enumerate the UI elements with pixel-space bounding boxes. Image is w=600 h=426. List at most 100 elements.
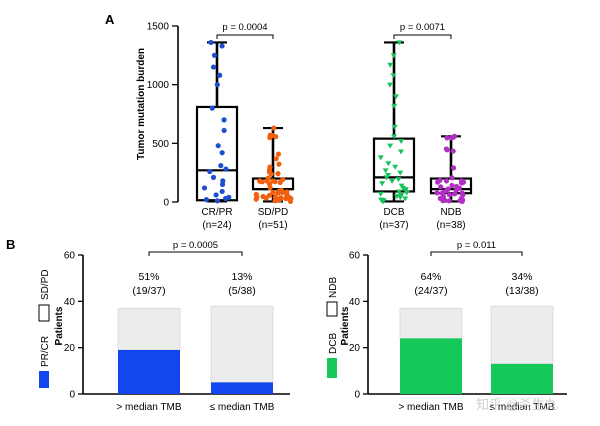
x-category-label: ≤ median TMB [210,402,275,413]
panel-a-y-tick-label: 1500 [147,22,170,33]
box [195,105,239,202]
data-point [387,62,394,68]
data-point [390,73,397,79]
data-point [450,134,456,140]
data-point [264,178,270,184]
bar-count-label: (5/38) [228,285,255,297]
data-point [396,40,403,46]
significance-bracket [430,251,523,256]
legend-ndb-swatch [326,301,338,317]
data-point [209,105,215,111]
bar-percent-label: 34% [511,271,532,283]
data-point [443,178,450,184]
data-point [457,197,463,204]
group-dcb: DCB (n=37) [372,40,416,231]
bar-group: 34% (13/38) ≤ median TMB [490,271,555,413]
data-point [271,125,277,131]
data-point [389,178,396,184]
bar-segment-dcb [400,338,462,394]
category-label: NDB [440,207,461,218]
p-value-label: p = 0.0004 [222,22,267,33]
watermark: 知乎 @杀生丸 [476,397,558,412]
category-label: CR/PR [201,207,232,218]
data-point [223,195,229,202]
bar-count-label: (24/37) [414,285,447,297]
data-point [275,190,281,196]
data-point [211,52,218,58]
legend-dcb-label: DCB [328,333,339,354]
data-point [398,138,405,144]
panel-a-y-tick-label: 500 [152,139,169,150]
category-n-label: (n=51) [258,220,287,231]
panel-a: A Tumor mutation burden 0 500 1000 1500 CR/… [105,12,473,231]
data-point [450,165,457,171]
category-label: SD/PD [258,207,289,218]
data-point [269,132,275,138]
bar-segment-pr-cr [211,382,273,394]
legend-pr-cr-label: PR/CR [40,336,51,367]
y-tick-label: 0 [69,390,75,401]
panel-a-label: A [105,12,115,27]
y-tick-label: 60 [349,251,361,262]
data-point [445,186,451,192]
data-point [450,148,456,154]
legend-dcb-swatch [327,358,337,378]
data-point [397,195,404,201]
data-point [215,143,221,149]
data-point [214,198,220,204]
bar-percent-label: 51% [138,271,159,283]
data-point [392,94,399,100]
panel-b-label: B [6,237,15,252]
panel-b-left-legend: PR/CR SD/PD Patients [38,269,65,388]
data-point [444,135,450,141]
panel-b-left-y-axis-label: Patients [54,306,65,345]
y-tick-label: 60 [64,251,76,262]
data-point [446,198,452,204]
data-point [449,175,455,181]
category-n-label: (n=37) [379,220,408,231]
data-point [210,174,217,180]
data-point [391,103,398,109]
data-point [395,177,402,183]
bar-percent-label: 13% [231,271,252,283]
bar-count-label: (13/38) [505,285,538,297]
data-point [275,171,281,177]
p-value-label: p = 0.0071 [400,22,445,33]
data-point [386,82,393,88]
data-point [398,149,405,155]
data-point [288,195,294,202]
data-point [253,191,259,198]
bar-percent-label: 64% [420,271,441,283]
data-point [380,199,387,205]
legend-pr-cr-swatch [39,371,49,388]
bar-segment-sd-pd [210,305,274,383]
panel-b-right-comparison: p = 0.011 [430,240,523,256]
legend-ndb-label: NDB [328,277,339,298]
data-point [403,190,410,196]
data-point [377,155,384,161]
data-point [218,163,224,169]
significance-bracket [216,34,274,39]
data-point [283,195,289,201]
data-point [402,196,409,202]
data-point [387,143,394,149]
data-point [438,184,444,190]
panel-a-y-tick-label: 0 [163,198,169,209]
data-point [253,196,259,202]
data-point [390,53,397,59]
y-tick-label: 0 [354,390,360,401]
legend-sd-pd-swatch [38,304,50,322]
data-point [270,189,276,196]
panel-b-left: B PR/CR SD/PD Patients 0 20 40 60 51% (19/37… [6,237,290,413]
panel-b-right-legend: DCB NDB Patients [326,277,351,378]
data-point [267,164,273,170]
bar-count-label: (19/37) [132,285,165,297]
data-point [444,147,450,153]
data-point [397,170,404,176]
data-point [203,197,210,203]
data-point [434,190,440,196]
y-tick-label: 40 [64,297,76,308]
category-label: DCB [383,207,404,218]
y-tick-label: 20 [64,343,76,354]
